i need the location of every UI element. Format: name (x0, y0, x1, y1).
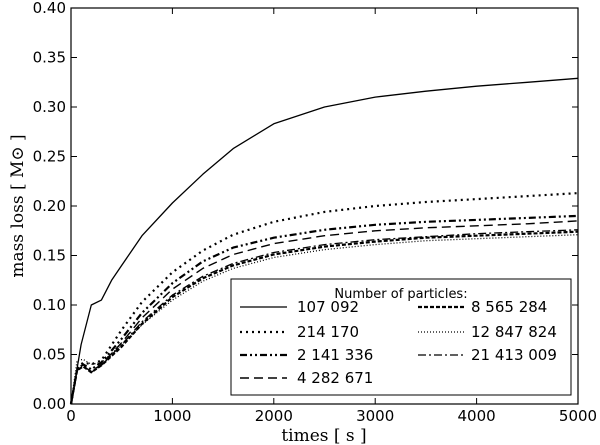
legend: Number of particles: 107 092 214 170 2 141… (230, 278, 572, 396)
x-axis-label: times [ s ] (281, 426, 366, 445)
legend-label: 4 282 671 (297, 369, 373, 387)
series-line-4282671 (70, 220, 579, 405)
legend-label: 21 413 009 (471, 346, 557, 364)
y-tick-label: 0.20 (33, 197, 66, 215)
y-tick-label: 0.00 (33, 395, 66, 413)
x-tick-label: 2000 (255, 407, 293, 425)
legend-label: 214 170 (297, 323, 359, 341)
series-line-21413009 (70, 229, 579, 405)
x-tick-label: 3000 (356, 407, 394, 425)
series-line-107092 (70, 77, 579, 405)
y-axis-label: mass loss [ M⊙ ] (8, 134, 28, 277)
y-tick-label: 0.05 (33, 346, 66, 364)
y-tick-label: 0.10 (33, 296, 66, 314)
legend-label: 2 141 336 (297, 346, 373, 364)
x-tick-label: 4000 (458, 407, 496, 425)
x-tick-label: 0 (66, 407, 76, 425)
y-tick-label: 0.40 (33, 0, 66, 17)
y-tick-label: 0.15 (33, 247, 66, 265)
series-layer (69, 77, 579, 405)
y-tick-label: 0.35 (33, 49, 66, 67)
x-tick-label: 1000 (153, 407, 191, 425)
series-line-214170 (69, 192, 579, 405)
legend-label: 12 847 824 (471, 323, 557, 341)
x-tick-label: 5000 (559, 407, 597, 425)
legend-title: Number of particles: (334, 287, 467, 302)
y-tick-label: 0.30 (33, 98, 66, 116)
y-tick-label: 0.25 (33, 148, 66, 166)
axis-ticks: 0 1000 2000 3000 4000 5000 0.00 0.05 0.10 0.15 0.2… (33, 0, 598, 425)
legend-label: 107 092 (297, 298, 359, 316)
legend-box (230, 278, 572, 396)
legend-label: 8 565 284 (471, 298, 547, 316)
